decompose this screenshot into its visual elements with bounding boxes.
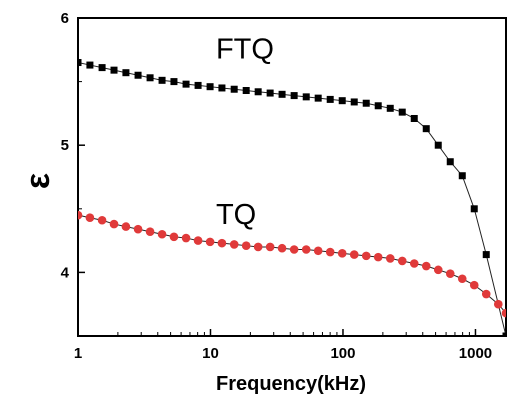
x-axis: 1 10 100 1000 bbox=[74, 329, 492, 362]
data-point-tq bbox=[337, 249, 347, 258]
x-tick-label: 100 bbox=[330, 345, 355, 362]
data-point-ftq bbox=[146, 74, 154, 82]
x-tick-label: 1000 bbox=[459, 345, 492, 362]
series-ftq bbox=[78, 59, 506, 336]
data-point-ftq bbox=[86, 61, 94, 69]
data-point-ftq bbox=[398, 108, 406, 116]
data-point-tq bbox=[445, 269, 455, 278]
data-point-ftq bbox=[218, 84, 226, 92]
data-point-ftq bbox=[290, 92, 298, 100]
data-point-ftq bbox=[182, 80, 190, 88]
series-label-tq: TQ bbox=[216, 199, 256, 231]
data-point-ftq bbox=[314, 94, 322, 102]
data-point-ftq bbox=[122, 69, 130, 77]
data-point-ftq bbox=[134, 71, 142, 79]
data-point-ftq bbox=[206, 83, 214, 91]
data-point-tq bbox=[217, 238, 227, 248]
data-point-tq bbox=[97, 215, 107, 225]
y-tick-label: 6 bbox=[61, 10, 69, 27]
data-point-tq bbox=[373, 252, 383, 262]
data-point-ftq bbox=[502, 332, 506, 336]
data-point-ftq bbox=[338, 97, 346, 105]
data-point-tq bbox=[325, 247, 335, 257]
data-point-ftq bbox=[194, 81, 202, 89]
x-tick-label: 1 bbox=[74, 345, 82, 362]
data-point-ftq bbox=[434, 141, 442, 149]
data-point-tq bbox=[349, 250, 359, 259]
data-point-tq bbox=[289, 245, 299, 254]
data-point-ftq bbox=[350, 98, 358, 106]
data-point-tq bbox=[181, 233, 191, 243]
data-point-ftq bbox=[170, 78, 178, 86]
data-point-tq bbox=[265, 242, 275, 252]
data-point-ftq bbox=[386, 104, 394, 112]
data-point-tq bbox=[241, 241, 251, 250]
y-tick-label: 4 bbox=[61, 264, 70, 281]
data-point-ftq bbox=[98, 64, 106, 72]
series-layer: FTQ TQ bbox=[78, 34, 506, 336]
data-point-tq bbox=[229, 240, 239, 249]
data-point-ftq bbox=[78, 59, 82, 67]
data-point-ftq bbox=[458, 172, 466, 180]
x-tick-label: 10 bbox=[202, 345, 219, 362]
data-point-tq bbox=[385, 254, 395, 263]
data-point-tq bbox=[145, 227, 155, 236]
data-point-tq bbox=[301, 245, 311, 254]
data-point-tq bbox=[421, 261, 431, 271]
data-point-tq bbox=[277, 243, 287, 253]
data-point-tq bbox=[501, 308, 506, 318]
series-tq bbox=[78, 210, 506, 318]
data-point-ftq bbox=[422, 125, 430, 133]
series-label-ftq: FTQ bbox=[216, 34, 274, 66]
data-point-tq bbox=[157, 229, 167, 239]
plot-area-frame bbox=[77, 17, 507, 337]
data-point-tq bbox=[493, 299, 503, 309]
data-point-ftq bbox=[374, 102, 382, 110]
data-point-tq bbox=[85, 213, 95, 223]
data-point-tq bbox=[433, 265, 443, 275]
data-point-tq bbox=[78, 210, 83, 220]
data-point-tq bbox=[469, 280, 479, 290]
data-point-tq bbox=[133, 224, 143, 234]
data-point-ftq bbox=[158, 76, 166, 84]
data-point-ftq bbox=[410, 114, 418, 122]
data-point-tq bbox=[205, 237, 215, 247]
y-axis-title: ε bbox=[19, 173, 57, 189]
data-point-tq bbox=[313, 246, 323, 256]
data-point-tq bbox=[397, 256, 407, 266]
data-point-tq bbox=[169, 232, 179, 242]
data-point-tq bbox=[481, 289, 491, 299]
data-point-ftq bbox=[230, 85, 238, 93]
data-point-ftq bbox=[482, 251, 490, 259]
data-point-ftq bbox=[470, 205, 478, 213]
data-point-ftq bbox=[446, 158, 454, 166]
data-point-tq bbox=[109, 219, 119, 229]
data-point-tq bbox=[193, 236, 203, 245]
y-tick-label: 5 bbox=[61, 137, 69, 154]
data-point-ftq bbox=[242, 87, 250, 95]
data-point-ftq bbox=[362, 99, 370, 107]
data-point-tq bbox=[253, 242, 263, 252]
data-point-ftq bbox=[302, 93, 310, 101]
series-line-ftq bbox=[78, 62, 506, 336]
data-point-ftq bbox=[326, 95, 334, 103]
data-point-ftq bbox=[110, 66, 118, 74]
data-point-ftq bbox=[254, 88, 262, 96]
data-point-ftq bbox=[266, 89, 274, 97]
data-point-tq bbox=[409, 259, 419, 268]
x-axis-title: Frequency(kHz) bbox=[216, 373, 366, 395]
data-point-tq bbox=[121, 222, 131, 231]
data-point-ftq bbox=[278, 90, 286, 98]
data-point-tq bbox=[361, 251, 371, 261]
y-axis: 4 5 6 bbox=[61, 10, 85, 337]
data-point-tq bbox=[457, 274, 467, 284]
